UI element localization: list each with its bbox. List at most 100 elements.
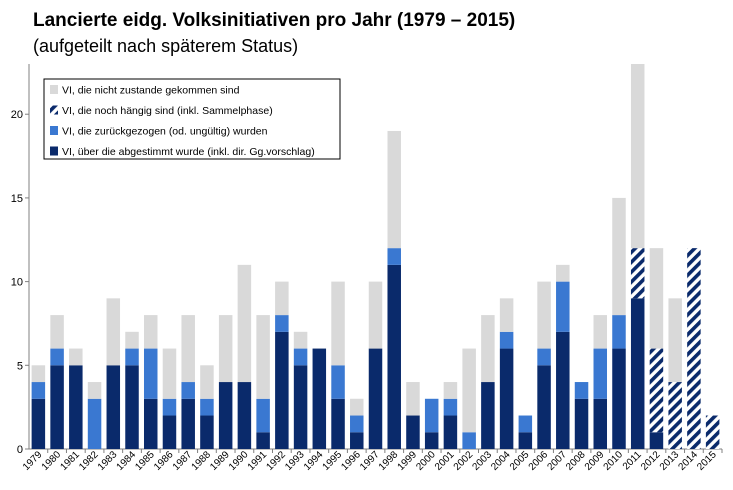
- bar-segment-1991-s3: [256, 315, 270, 399]
- bar-segment-1979-s3: [31, 365, 46, 383]
- bar-segment-1979-s1: [31, 382, 46, 399]
- x-tick-label: 2000: [414, 449, 438, 473]
- bar-segment-1981-s0: [69, 365, 83, 449]
- x-tick-label: 1980: [40, 449, 64, 473]
- chart-legend: VI, die nicht zustande gekommen sind VI, …: [43, 78, 341, 160]
- bar-segment-1999-s0: [406, 415, 420, 449]
- bar-segment-2014-s2: [687, 248, 701, 449]
- bar-segment-1985-s1: [143, 348, 158, 399]
- bar-segment-1981-s3: [69, 348, 83, 366]
- bar-segment-1988-s1: [200, 398, 214, 416]
- x-tick-label: 1986: [152, 449, 176, 473]
- x-tick-label: 2002: [452, 449, 476, 473]
- x-tick-label: 1998: [377, 449, 401, 473]
- bar-segment-2015-s2: [705, 415, 720, 449]
- bar-segment-1992-s3: [275, 281, 289, 316]
- bar-segment-2002-s3: [462, 348, 476, 433]
- legend-swatch-0: [50, 146, 58, 156]
- legend-label-2: VI, die noch hängig sind (inkl. Sammelph…: [62, 105, 273, 117]
- bar-segment-2007-s1: [556, 281, 570, 332]
- bar-segment-1994-s0: [312, 348, 327, 449]
- y-tick-label: 20: [11, 109, 23, 121]
- legend-label-0: VI, über die abgestimmt wurde (inkl. dir…: [62, 146, 315, 158]
- bar-segment-1993-s0: [293, 365, 308, 449]
- bar-segment-2002-s1: [462, 432, 476, 449]
- x-tick-label: 1990: [227, 449, 251, 473]
- bar-segment-1984-s0: [125, 365, 139, 449]
- x-tick-label: 2003: [470, 449, 494, 473]
- bar-segment-1997-s3: [368, 281, 383, 349]
- x-tick-label: 1979: [21, 449, 45, 473]
- bar-segment-2004-s1: [499, 331, 514, 349]
- bar-segment-2007-s3: [556, 264, 570, 282]
- bar-segment-1996-s0: [350, 432, 364, 449]
- bar-segment-1989-s0: [218, 382, 233, 449]
- x-tick-label: 2013: [658, 449, 682, 473]
- legend-swatch-1: [50, 126, 58, 135]
- bar-segment-1993-s3: [293, 331, 308, 349]
- bar-segment-2010-s0: [612, 348, 626, 449]
- bar-segment-2009-s3: [593, 315, 608, 349]
- bar-segment-1983-s3: [106, 298, 121, 366]
- legend-label-3: VI, die nicht zustande gekommen sind: [62, 85, 240, 97]
- bar-segment-2005-s1: [518, 415, 533, 433]
- legend-box: [43, 78, 341, 160]
- bar-segment-1989-s3: [218, 315, 233, 383]
- bar-segment-2012-s2: [649, 348, 664, 433]
- x-tick-label: 1985: [133, 449, 157, 473]
- x-tick-label: 2004: [489, 449, 513, 473]
- bar-segment-1980-s3: [50, 315, 64, 349]
- x-tick-label: 1993: [283, 449, 307, 473]
- x-tick-label: 1996: [339, 449, 363, 473]
- bar-segment-1992-s1: [275, 315, 289, 332]
- x-tick-label: 2008: [564, 449, 588, 473]
- bar-segment-2006-s0: [537, 365, 551, 449]
- bar-segment-2004-s0: [499, 348, 514, 449]
- bar-segment-1997-s0: [368, 348, 383, 449]
- bar-segment-1980-s0: [50, 365, 64, 449]
- bar-segment-2011-s3: [630, 64, 645, 249]
- x-tick-label: 2007: [545, 449, 569, 473]
- bar-segment-2011-s0: [630, 298, 645, 449]
- bar-segment-1982-s3: [87, 382, 102, 399]
- bar-segment-2013-s2: [668, 382, 682, 449]
- bar-segment-1985-s3: [143, 315, 158, 349]
- bar-segment-1986-s3: [162, 348, 177, 399]
- bar-segment-1998-s3: [387, 130, 401, 249]
- x-tick-label: 2010: [602, 449, 626, 473]
- y-tick-label: 10: [11, 277, 23, 289]
- bar-segment-1991-s1: [256, 398, 270, 433]
- x-tick-label: 1999: [396, 449, 420, 473]
- bar-segment-1983-s0: [106, 365, 121, 449]
- bar-segment-2004-s3: [499, 298, 514, 332]
- bar-segment-1996-s3: [350, 398, 364, 416]
- x-tick-label: 2011: [621, 449, 644, 472]
- bar-segment-1979-s0: [31, 398, 46, 449]
- bar-segment-1995-s1: [331, 365, 345, 399]
- bar-segment-2003-s3: [481, 315, 495, 383]
- bar-segment-2013-s3: [668, 298, 682, 383]
- bar-segment-1993-s1: [293, 348, 308, 366]
- x-tick-label: 1995: [321, 449, 345, 473]
- bar-segment-2003-s0: [481, 382, 495, 449]
- bar-segment-1986-s1: [162, 398, 177, 416]
- bar-segment-1987-s3: [181, 315, 195, 383]
- bar-segment-1991-s0: [256, 432, 270, 449]
- x-tick-label: 2012: [639, 449, 663, 473]
- bar-segment-2008-s0: [574, 398, 589, 449]
- bar-segment-1995-s0: [331, 398, 345, 449]
- x-tick-label: 1989: [208, 449, 232, 473]
- bar-segment-2001-s3: [443, 382, 458, 399]
- bar-segment-1987-s1: [181, 382, 195, 399]
- x-tick-label: 1988: [190, 449, 214, 473]
- bar-segment-2007-s0: [556, 331, 570, 449]
- bar-segment-1998-s1: [387, 248, 401, 265]
- chart-bars: [31, 64, 720, 449]
- bar-segment-2005-s0: [518, 432, 533, 449]
- chart-subtitle: (aufgeteilt nach späterem Status): [33, 36, 299, 56]
- bar-segment-1986-s0: [162, 415, 177, 449]
- bar-segment-2010-s3: [612, 197, 626, 316]
- x-tick-label: 1992: [264, 449, 288, 473]
- y-tick-label: 0: [17, 444, 23, 456]
- bar-segment-2008-s1: [574, 382, 589, 399]
